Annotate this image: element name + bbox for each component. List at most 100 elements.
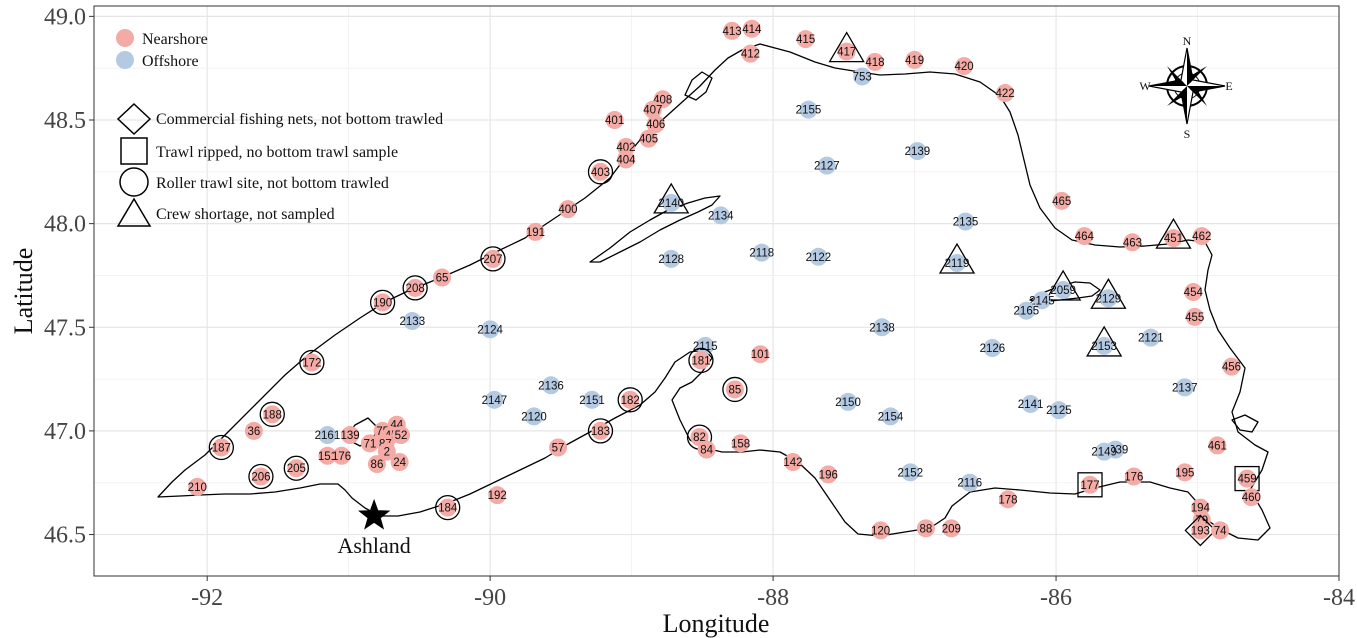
site-point bbox=[960, 473, 979, 492]
site-label: 455 bbox=[1185, 312, 1204, 324]
x-tick-label: -86 bbox=[1040, 585, 1072, 611]
site-point bbox=[796, 30, 815, 49]
site-label: 2153 bbox=[1091, 341, 1117, 353]
site-label: 65 bbox=[436, 273, 449, 285]
site-point bbox=[373, 293, 392, 312]
x-tick-label: -90 bbox=[474, 585, 506, 611]
site-point bbox=[318, 426, 337, 445]
site-point bbox=[1208, 436, 1227, 455]
site-label: 176 bbox=[332, 451, 351, 463]
site-label: 142 bbox=[783, 457, 802, 469]
site-label: 2140 bbox=[658, 198, 684, 210]
site-label: 205 bbox=[287, 463, 306, 475]
site-label: 2121 bbox=[1138, 333, 1164, 345]
crew-shortage-marker bbox=[1086, 325, 1123, 357]
site-point bbox=[819, 465, 838, 484]
site-label: 192 bbox=[488, 490, 507, 502]
triangle-icon bbox=[116, 197, 152, 227]
site-label: 403 bbox=[591, 167, 610, 179]
site-label: 2151 bbox=[579, 395, 605, 407]
site-point bbox=[742, 19, 761, 38]
site-label: 2139 bbox=[905, 146, 931, 158]
roller-trawl-marker bbox=[369, 289, 396, 316]
site-label: 2138 bbox=[869, 322, 895, 334]
site-label: 2116 bbox=[957, 478, 982, 490]
site-point bbox=[1185, 307, 1204, 326]
site-label: 405 bbox=[639, 134, 658, 146]
site-label: 208 bbox=[406, 283, 425, 295]
roller-trawl-marker bbox=[480, 246, 506, 272]
site-label: 84 bbox=[700, 445, 713, 457]
roller-trawl-marker bbox=[587, 159, 614, 185]
site-point bbox=[558, 200, 577, 219]
site-point bbox=[783, 453, 802, 471]
roller-trawl-marker bbox=[402, 275, 428, 301]
site-label: 753 bbox=[853, 71, 872, 83]
site-point bbox=[1191, 521, 1210, 540]
site-label: 2150 bbox=[835, 397, 861, 409]
site-point bbox=[621, 390, 640, 409]
site-point bbox=[691, 351, 710, 370]
site-label: 420 bbox=[954, 61, 973, 73]
site-label: 459 bbox=[1237, 474, 1256, 486]
site-label: 2126 bbox=[980, 343, 1006, 355]
site-label: 82 bbox=[693, 432, 706, 444]
site-label: 194 bbox=[1191, 503, 1211, 515]
y-tick-label: 47.5 bbox=[44, 315, 86, 341]
site-point bbox=[591, 162, 610, 181]
site-label: 419 bbox=[905, 55, 924, 67]
site-point bbox=[865, 52, 884, 71]
site-label: 401 bbox=[605, 115, 624, 127]
site-point bbox=[541, 376, 560, 395]
site-point bbox=[524, 407, 543, 426]
site-label: 178 bbox=[998, 494, 1017, 506]
site-label: 412 bbox=[741, 49, 760, 61]
site-label: 2149 bbox=[1091, 447, 1117, 459]
y-tick-label: 46.5 bbox=[44, 523, 86, 549]
site-label: 2125 bbox=[1046, 405, 1072, 417]
site-point bbox=[481, 320, 500, 339]
y-tick-label: 48.0 bbox=[44, 212, 86, 238]
site-label: 2119 bbox=[945, 258, 970, 270]
site-point bbox=[1032, 291, 1051, 310]
site-point bbox=[956, 212, 975, 231]
roller-trawl-marker bbox=[722, 376, 748, 403]
site-label: 2122 bbox=[806, 252, 832, 264]
site-label: 462 bbox=[1192, 231, 1211, 243]
legend-diamond-label: Commercial fishing nets, not bottom traw… bbox=[156, 111, 443, 128]
star-icon bbox=[358, 498, 391, 530]
site-point bbox=[263, 405, 282, 424]
site-label: 2135 bbox=[953, 217, 979, 229]
site-label: 187 bbox=[212, 442, 231, 454]
site-point bbox=[485, 390, 504, 409]
site-label: 2127 bbox=[814, 161, 840, 173]
site-point bbox=[526, 222, 545, 241]
site-label: 182 bbox=[621, 395, 640, 407]
crew-shortage-marker bbox=[828, 31, 865, 63]
site-point bbox=[839, 392, 858, 411]
site-point bbox=[901, 463, 920, 482]
site-point bbox=[731, 434, 750, 453]
site-point bbox=[697, 440, 716, 459]
roller-trawl-marker bbox=[283, 455, 309, 481]
site-label: 404 bbox=[616, 154, 636, 166]
site-point bbox=[1238, 469, 1257, 488]
site-point bbox=[799, 100, 818, 119]
site-label: 464 bbox=[1075, 231, 1095, 243]
site-label: 86 bbox=[371, 459, 384, 471]
site-point bbox=[392, 426, 411, 445]
site-point bbox=[905, 50, 924, 69]
site-point bbox=[662, 193, 681, 212]
site-point bbox=[1054, 280, 1073, 299]
site-label: 207 bbox=[483, 254, 502, 266]
site-point bbox=[1017, 301, 1036, 320]
site-point bbox=[696, 336, 715, 355]
roller-trawl-marker bbox=[299, 349, 325, 376]
site-label: 415 bbox=[796, 34, 815, 46]
site-label: 2165 bbox=[1014, 306, 1040, 318]
site-point bbox=[188, 477, 207, 496]
site-point bbox=[1052, 191, 1071, 210]
site-label: 2141 bbox=[1018, 399, 1044, 411]
